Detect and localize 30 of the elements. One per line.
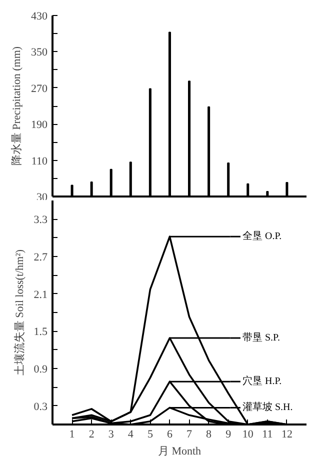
x-tick-label: 1 — [69, 428, 75, 440]
legend-label: 全垦 O.P. — [242, 230, 282, 242]
y-tick-label: 110 — [31, 155, 48, 168]
y-tick-label: 190 — [31, 119, 48, 132]
y-tick-label: 0.3 — [34, 400, 48, 413]
x-axis-title: 月 Month — [158, 446, 202, 458]
y-axis-title: 降水量 Precipitation (mm) — [10, 46, 23, 166]
x-tick-label: 6 — [166, 428, 173, 440]
x-tick-label: 5 — [147, 428, 154, 440]
y-tick-label: 1.5 — [34, 326, 48, 338]
x-tick-label: 12 — [281, 428, 292, 440]
y-tick-label: 3.3 — [34, 214, 48, 226]
x-tick-label: 8 — [206, 428, 212, 440]
x-tick-label: 7 — [186, 428, 193, 440]
y-tick-label: 430 — [31, 10, 48, 22]
x-tick-label: 9 — [226, 428, 232, 440]
x-tick-label: 11 — [262, 428, 273, 440]
legend-label: 带垦 S.P. — [242, 332, 280, 344]
y-tick-label: 2.7 — [34, 252, 48, 264]
x-tick-label: 4 — [128, 428, 134, 440]
legend-label: 灌草坡 S.H. — [242, 401, 293, 414]
y-tick-label: 2.1 — [34, 288, 48, 301]
legend-label: 穴垦 H.P. — [242, 375, 282, 388]
y-tick-label: 350 — [31, 46, 48, 59]
x-tick-label: 2 — [88, 428, 94, 440]
y-axis-title: 土壤流失量 Soil loss(t/hm²) — [12, 249, 26, 376]
y-tick-label: 0.9 — [34, 364, 48, 376]
x-tick-label: 10 — [242, 428, 254, 440]
y-tick-label: 270 — [31, 82, 48, 95]
x-tick-label: 3 — [108, 428, 114, 440]
